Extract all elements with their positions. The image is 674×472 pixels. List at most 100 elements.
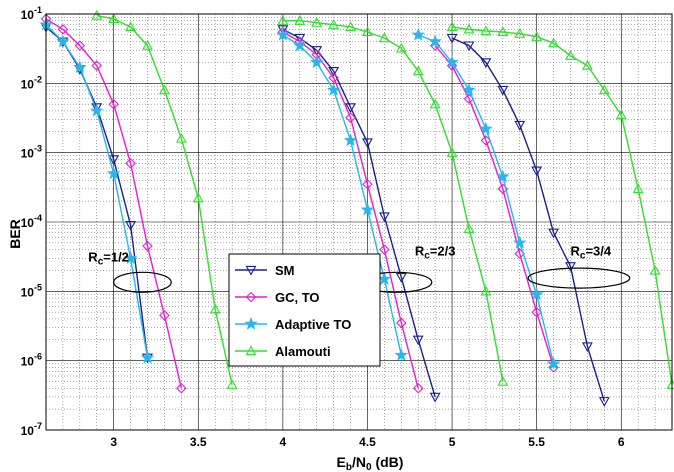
legend-label: SM xyxy=(275,263,295,278)
series-line xyxy=(282,31,419,389)
rate-label-value: =2/3 xyxy=(430,243,456,258)
star-marker xyxy=(106,166,121,180)
triangle-up-marker xyxy=(395,42,407,53)
legend-box xyxy=(228,253,381,367)
triangle-down-marker xyxy=(362,138,373,149)
y-tick-exponent: -2 xyxy=(34,74,42,84)
rate-label-r: R xyxy=(415,243,425,258)
triangle-up-marker xyxy=(245,345,257,356)
x-axis-label-0: 0 xyxy=(366,462,372,472)
star-marker xyxy=(123,251,138,264)
triangle-down-marker xyxy=(125,221,137,231)
star-marker xyxy=(343,133,358,147)
star-marker xyxy=(326,82,341,96)
triangle-up-marker xyxy=(294,15,306,25)
x-axis-label-unit: (dB) xyxy=(372,454,404,470)
triangle-up-marker xyxy=(548,37,560,48)
triangle-down-marker xyxy=(446,33,458,44)
star-marker xyxy=(479,121,493,135)
diamond-marker xyxy=(57,24,69,35)
rate-ellipse xyxy=(113,271,172,293)
series-line xyxy=(451,26,673,385)
diamond-marker xyxy=(176,382,187,394)
series-line xyxy=(45,18,183,389)
triangle-up-marker xyxy=(497,26,509,37)
star-marker xyxy=(377,272,392,285)
star-marker xyxy=(360,202,375,216)
triangle-up-marker xyxy=(632,183,644,194)
y-tick-base: 10 xyxy=(21,285,35,299)
triangle-down-marker xyxy=(581,342,593,353)
triangle-up-marker xyxy=(615,109,627,120)
star-marker xyxy=(90,103,104,117)
star-marker xyxy=(276,27,290,41)
diamond-marker xyxy=(91,60,103,71)
y-tick-base: 10 xyxy=(21,8,35,22)
y-tick-exponent: -6 xyxy=(34,352,42,362)
triangle-down-marker xyxy=(480,58,492,69)
series-line xyxy=(282,28,436,398)
triangle-down-marker xyxy=(514,120,526,131)
triangle-up-marker xyxy=(463,23,475,34)
triangle-up-marker xyxy=(480,285,492,296)
triangle-up-marker xyxy=(446,147,458,157)
rate-label: Rc=2/3 xyxy=(415,243,456,261)
triangle-up-marker xyxy=(497,375,509,386)
star-marker xyxy=(529,287,544,301)
diamond-marker xyxy=(412,382,424,394)
star-marker xyxy=(140,350,155,364)
triangle-up-marker xyxy=(328,19,340,29)
rate-label-sub: c xyxy=(98,256,104,267)
series-line xyxy=(451,37,605,402)
triangle-up-marker xyxy=(429,98,441,109)
series-adaptive-to xyxy=(39,17,561,370)
triangle-up-marker xyxy=(514,28,526,38)
triangle-up-marker xyxy=(565,50,576,60)
triangle-up-marker xyxy=(362,26,373,37)
triangle-up-marker xyxy=(175,132,187,143)
y-tick-exponent: -5 xyxy=(34,282,42,292)
y-tick-label: 10-7 xyxy=(21,421,42,438)
triangle-down-marker xyxy=(548,228,560,239)
y-tick-exponent: -4 xyxy=(34,213,42,223)
rate-label-value: =3/4 xyxy=(585,243,611,258)
rate-label-sub: c xyxy=(580,250,586,261)
diamond-marker xyxy=(379,244,390,255)
y-tick-label: 10-6 xyxy=(21,352,42,369)
star-marker xyxy=(244,316,258,330)
diamond-marker xyxy=(345,112,356,123)
star-marker xyxy=(73,60,87,74)
series-layer xyxy=(39,9,674,407)
triangle-down-marker xyxy=(91,103,103,114)
star-marker xyxy=(309,55,324,69)
triangle-down-marker xyxy=(497,85,509,96)
y-tick-base: 10 xyxy=(21,424,35,438)
triangle-up-marker xyxy=(378,32,390,43)
diamond-marker xyxy=(245,291,257,303)
triangle-up-marker xyxy=(463,223,475,233)
rate-label: Rc=1/2 xyxy=(88,249,129,267)
diamond-marker xyxy=(142,240,153,252)
star-marker xyxy=(411,27,425,41)
legend: SM GC, TO Adaptive TO Alamouti xyxy=(228,253,381,367)
triangle-down-marker xyxy=(412,335,424,346)
triangle-up-marker xyxy=(666,379,674,389)
series-line xyxy=(434,45,555,368)
rate-label-r: R xyxy=(88,249,98,264)
diamond-marker xyxy=(159,310,170,321)
triangle-up-marker xyxy=(345,21,356,32)
triangle-down-marker xyxy=(328,66,340,77)
triangle-up-marker xyxy=(209,303,221,314)
triangle-down-marker xyxy=(378,212,390,223)
x-tick-label: 5.5 xyxy=(528,435,545,449)
rate-annotations: Rc=1/2 Rc=2/3 Rc=3/4 xyxy=(88,243,631,293)
star-marker xyxy=(428,34,442,48)
triangle-up-marker xyxy=(311,17,323,27)
star-marker xyxy=(546,356,561,370)
legend-label: Adaptive TO xyxy=(275,317,351,332)
star-marker xyxy=(496,169,510,183)
x-axis-label-e: E xyxy=(337,454,346,470)
diamond-marker xyxy=(362,179,373,190)
series-line xyxy=(96,14,233,385)
